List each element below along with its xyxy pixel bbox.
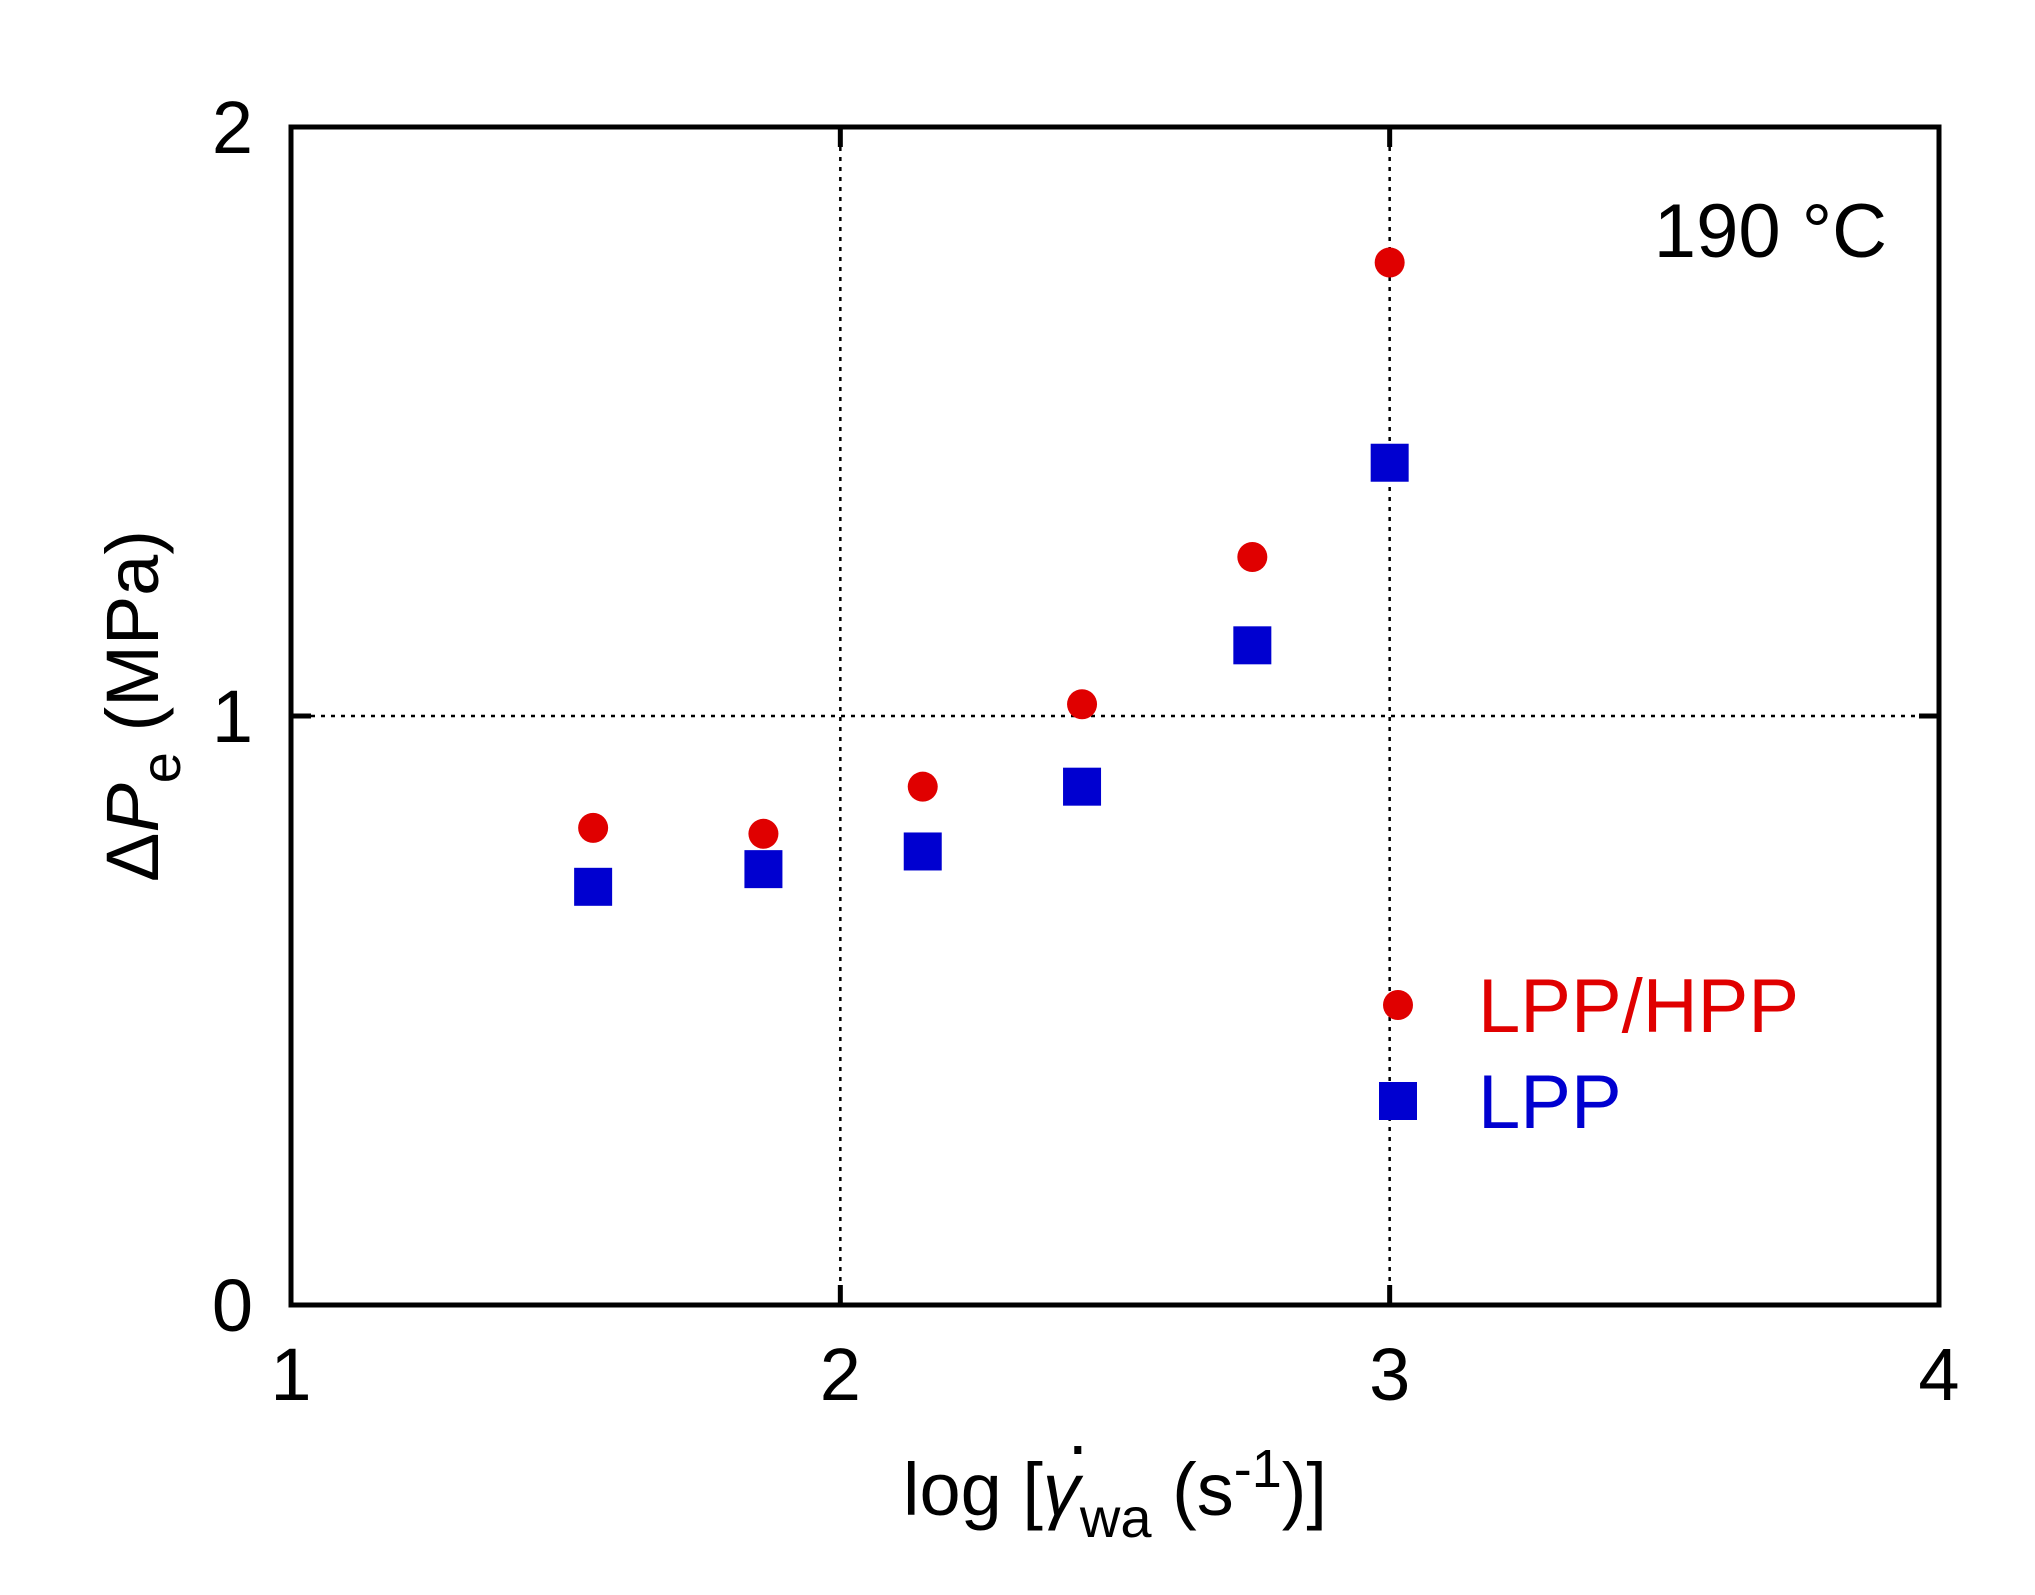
point-lpp-5 [1370,443,1409,482]
y-tick-label-1: 1 [212,675,253,758]
legend-marker-lpp [1379,1082,1417,1120]
gamma-dot: · [1065,1403,1090,1486]
temperature-annotation: 190 °C [1654,189,1887,274]
point-lpp-hpp-0 [578,812,609,843]
legend-label-lpp: LPP [1478,1060,1622,1145]
legend-label-lpp-hpp: LPP/HPP [1478,964,1799,1049]
grid [291,127,1939,1305]
point-lpp-hpp-1 [748,818,779,849]
x-tick-label-3: 3 [1369,1333,1410,1416]
point-lpp-1 [744,850,783,889]
point-lpp-2 [903,832,942,871]
point-lpp-hpp-4 [1237,541,1268,572]
y-tick-label-0: 0 [212,1264,253,1347]
ticks [288,124,1942,1308]
x-tick-label-2: 2 [820,1333,861,1416]
x-axis-label: log [γwa (s-1)] [903,1439,1327,1549]
x-tick-label-1: 1 [270,1333,311,1416]
point-lpp-0 [574,867,613,906]
point-lpp-hpp-2 [907,771,938,802]
point-lpp-hpp-5 [1374,247,1405,278]
x-tick-label-4: 4 [1918,1333,1959,1416]
point-lpp-3 [1063,767,1102,806]
y-axis-label: ΔPe (MPa) [91,530,192,882]
legend: LPP/HPP LPP [1379,964,1799,1145]
legend-marker-lpp-hpp [1383,990,1413,1020]
y-tick-label-2: 2 [212,86,253,169]
data-points [574,247,1409,906]
point-lpp-4 [1233,626,1272,665]
point-lpp-hpp-3 [1067,689,1098,720]
